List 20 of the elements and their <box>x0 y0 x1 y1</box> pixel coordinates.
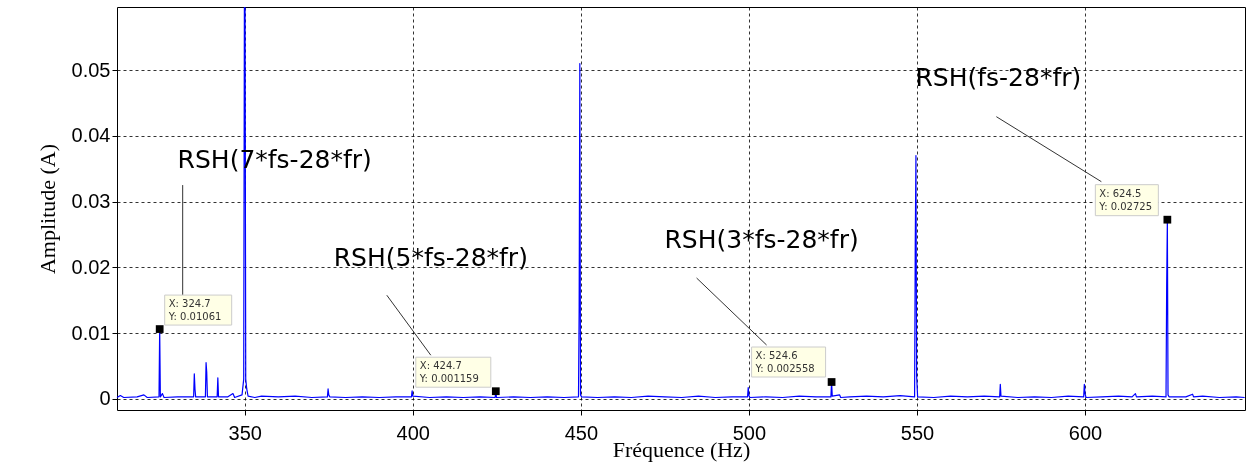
x-tick-label: 550 <box>900 421 935 444</box>
annotation: X: 324.7 Y: 0.01061 <box>167 298 222 323</box>
annotation: X: 624.5 Y: 0.02725 <box>1098 187 1153 212</box>
x-tick-label: 350 <box>228 421 262 444</box>
y-tick-label: 0.04 <box>71 124 111 147</box>
x-tick-label: 600 <box>1068 421 1103 444</box>
line-series <box>116 7 1246 399</box>
y-axis-title: Amplitude (A) <box>34 143 60 275</box>
annotation: X: 524.6 Y: 0.002558 <box>754 350 815 375</box>
annotation: X: 424.7 Y: 0.001159 <box>418 360 479 385</box>
x-tick-label: 400 <box>396 421 430 444</box>
y-tick-label: 0.05 <box>71 58 111 81</box>
y-tick-label: 0.01 <box>71 321 111 344</box>
annotation: RSH(5*fs-28*fr) <box>333 243 528 273</box>
y-tick-label: 0 <box>99 387 111 410</box>
x-tick-label: 450 <box>564 421 599 444</box>
annotation: RSH(fs-28*fr) <box>915 62 1082 92</box>
y-tick-label: 0.03 <box>71 190 111 213</box>
annotation: RSH(3*fs-28*fr) <box>664 225 859 255</box>
y-tick-label: 0.02 <box>71 255 111 278</box>
